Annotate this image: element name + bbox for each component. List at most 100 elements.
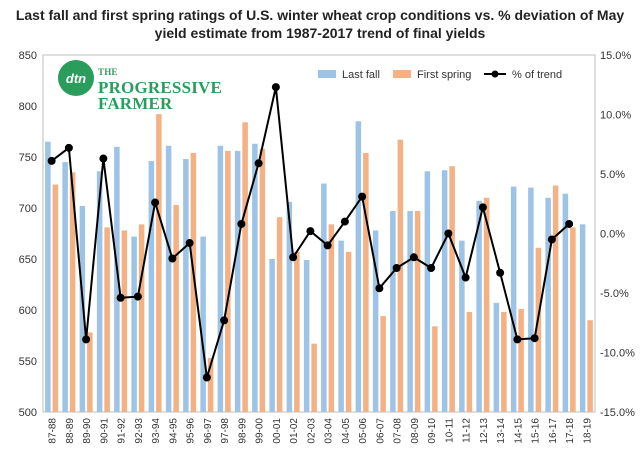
x-tick-label: 97-98 <box>220 418 231 444</box>
point-pct-trend <box>513 335 522 344</box>
x-tick-label: 17-18 <box>565 418 576 444</box>
bar-last-fall <box>459 240 465 412</box>
bar-last-fall <box>148 161 155 412</box>
y-left-tick-label: 650 <box>19 254 37 266</box>
point-pct-trend <box>116 293 125 302</box>
x-tick-label: 90-91 <box>99 418 110 444</box>
x-tick-label: 14-15 <box>513 418 524 444</box>
bar-first-spring <box>380 316 386 412</box>
bar-first-spring <box>501 312 507 412</box>
y-right-tick-label: -15.0% <box>600 407 635 419</box>
x-tick-label: 03-04 <box>324 418 335 444</box>
bar-first-spring <box>328 224 335 412</box>
x-tick-label: 08-09 <box>410 418 421 444</box>
y-left-tick-label: 850 <box>19 50 37 62</box>
logo-line2: FARMER <box>98 94 173 113</box>
y-right-tick-label: 15.0% <box>600 50 631 62</box>
bar-first-spring <box>156 114 162 412</box>
legend-marker-pct-trend <box>491 70 499 78</box>
bar-first-spring <box>345 251 352 412</box>
bar-last-fall <box>390 211 396 412</box>
x-tick-label: 91-92 <box>117 418 128 444</box>
bar-last-fall <box>200 236 206 412</box>
bar-first-spring <box>173 204 179 412</box>
bar-first-spring <box>242 122 248 412</box>
logo-prefix: THE <box>98 67 118 77</box>
x-tick-label: 00-01 <box>272 418 283 444</box>
point-pct-trend <box>530 334 539 343</box>
bar-first-spring <box>138 224 145 412</box>
bar-last-fall <box>45 141 51 412</box>
x-tick-label: 98-99 <box>237 418 248 444</box>
bar-last-fall <box>79 205 86 412</box>
y-right-tick-label: 5.0% <box>600 169 625 181</box>
x-tick-label: 96-97 <box>203 418 214 444</box>
point-pct-trend <box>444 229 453 238</box>
bar-first-spring <box>52 184 59 412</box>
logo-line1: PROGRESSIVE <box>98 78 223 97</box>
point-pct-trend <box>565 219 574 228</box>
bar-first-spring <box>259 148 266 412</box>
bar-last-fall <box>252 143 258 413</box>
bar-first-spring <box>225 150 231 412</box>
point-pct-trend <box>358 192 367 201</box>
bar-last-fall <box>510 186 517 412</box>
x-tick-label: 07-08 <box>393 418 404 444</box>
bar-last-fall <box>338 240 344 412</box>
dtn-progressive-farmer-logo: dtn THE PROGRESSIVE FARMER <box>58 60 222 112</box>
bar-first-spring <box>466 312 473 412</box>
bar-last-fall <box>114 146 120 413</box>
x-tick-label: 92-93 <box>134 418 145 444</box>
bar-first-spring <box>449 166 455 412</box>
bar-last-fall <box>217 145 224 412</box>
point-pct-trend <box>254 159 263 168</box>
point-pct-trend <box>64 143 73 152</box>
bar-last-fall <box>165 145 172 412</box>
point-pct-trend <box>237 219 246 228</box>
bar-last-fall <box>234 150 241 412</box>
x-tick-label: 95-96 <box>186 418 197 444</box>
point-pct-trend <box>461 273 470 282</box>
bar-last-fall <box>441 170 448 412</box>
bar-first-spring <box>276 217 283 412</box>
point-pct-trend <box>496 268 505 277</box>
y-left-tick-label: 550 <box>19 356 37 368</box>
x-tick-label: 18-19 <box>582 418 593 444</box>
bar-first-spring <box>518 308 524 412</box>
bar-last-fall <box>286 201 293 412</box>
y-left-tick-label: 600 <box>19 305 37 317</box>
point-pct-trend <box>185 239 194 248</box>
bar-first-spring <box>552 185 559 412</box>
point-pct-trend <box>392 264 401 273</box>
plot-area <box>42 54 596 413</box>
bar-last-fall <box>62 162 68 412</box>
x-tick-label: 13-14 <box>496 418 507 444</box>
y-right-tick-label: -5.0% <box>600 288 629 300</box>
bar-last-fall <box>269 259 275 412</box>
y-right-tick-label: 0.0% <box>600 229 625 241</box>
dtn-logo-icon: dtn <box>58 60 94 96</box>
x-tick-label: 88-89 <box>65 418 76 444</box>
legend-label-pct-trend: % of trend <box>512 69 562 81</box>
point-pct-trend <box>409 253 418 262</box>
x-tick-label: 89-90 <box>82 418 93 444</box>
bar-first-spring <box>363 152 369 413</box>
point-pct-trend <box>375 284 384 293</box>
bar-first-spring <box>535 247 542 412</box>
point-pct-trend <box>99 154 108 163</box>
point-pct-trend <box>271 83 280 92</box>
legend-label-first-spring: First spring <box>417 69 471 81</box>
logo-wordmark: THE PROGRESSIVE FARMER <box>98 62 222 112</box>
x-tick-label: 12-13 <box>479 418 490 444</box>
bar-first-spring <box>207 357 214 412</box>
y-left-tick-label: 700 <box>19 203 37 215</box>
legend-swatch-last-fall <box>318 70 336 78</box>
bar-last-fall <box>424 171 431 412</box>
bar-first-spring <box>587 320 593 412</box>
point-pct-trend <box>202 373 211 382</box>
x-tick-label: 94-95 <box>168 418 179 444</box>
point-pct-trend <box>323 241 332 250</box>
x-tick-label: 99-00 <box>255 418 266 444</box>
point-pct-trend <box>82 335 91 344</box>
